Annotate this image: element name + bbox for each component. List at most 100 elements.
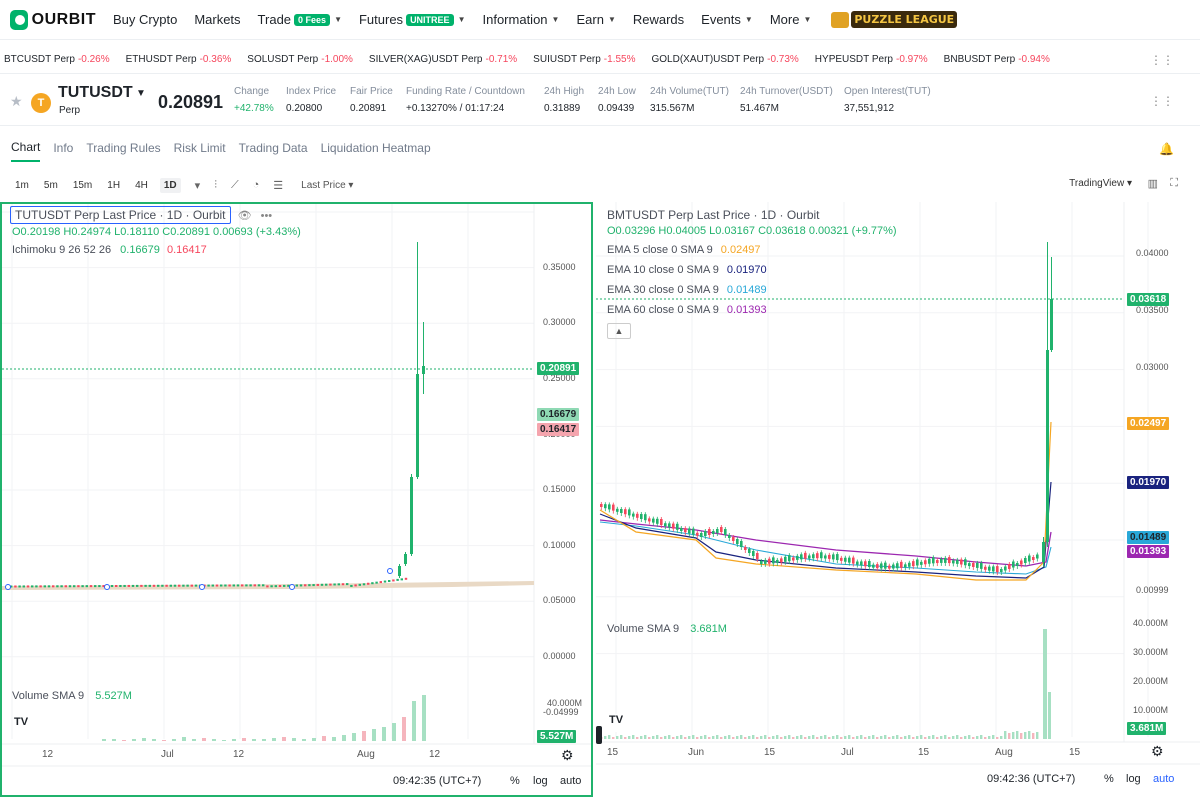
favorite-star-icon[interactable]: ★	[10, 93, 23, 109]
nav-item-markets[interactable]: Markets	[194, 12, 240, 27]
chevron-down-icon[interactable]: ▾	[194, 179, 201, 192]
volume-bar	[788, 735, 791, 739]
indicator-icon[interactable]: ⟋	[230, 178, 239, 191]
more-icon[interactable]: ⋮⋮	[1150, 53, 1174, 67]
ticker-item[interactable]: BNBUSDT Perp -0.94%	[944, 54, 1050, 65]
list-icon[interactable]: ☰	[273, 179, 284, 192]
settings-gear-icon[interactable]: ⚙	[1151, 743, 1164, 759]
logo[interactable]: OURBIT	[10, 9, 96, 30]
tab-risk-limit[interactable]: Risk Limit	[173, 141, 226, 155]
left-chart-title[interactable]: TUTUSDT Perp Last Price · 1D · Ourbit	[10, 206, 231, 224]
volume-bar	[352, 733, 356, 741]
left-log-toggle[interactable]: log	[533, 775, 548, 787]
interval-15m[interactable]: 15m	[72, 179, 93, 191]
candle	[624, 509, 627, 515]
chart-panel-right[interactable]: BMTUSDT Perp Last Price · 1D · Ourbit O0…	[596, 202, 1200, 797]
tab-info[interactable]: Info	[53, 141, 74, 155]
left-volume-legend[interactable]: Volume SMA 9 5.527M	[12, 690, 132, 702]
left-percent-toggle[interactable]: %	[510, 775, 520, 787]
candle	[620, 509, 623, 513]
volume-bar	[720, 737, 723, 739]
nav-item-more[interactable]: More ▼	[770, 12, 812, 27]
ema-legend-item[interactable]: EMA 60 close 0 SMA 9 0.01393	[607, 304, 767, 316]
ema-legend-item[interactable]: EMA 10 close 0 SMA 9 0.01970	[607, 264, 767, 276]
price-tick: 0.00000	[543, 651, 576, 661]
left-auto-toggle[interactable]: auto	[560, 775, 582, 787]
right-clock[interactable]: 09:42:36 (UTC+7)	[987, 773, 1076, 785]
ticker-item[interactable]: SILVER(XAG)USDT Perp -0.71%	[369, 54, 517, 65]
stat-2: Fair Price 0.20891	[350, 86, 393, 114]
collapse-legend-icon[interactable]: ▲	[607, 323, 631, 339]
volume-bar	[760, 736, 763, 739]
ticker-item[interactable]: GOLD(XAUT)USDT Perp -0.73%	[651, 54, 798, 65]
right-chart-svg[interactable]	[596, 202, 1200, 797]
volume-bar	[996, 737, 999, 739]
left-clock[interactable]: 09:42:35 (UTC+7)	[393, 775, 482, 787]
right-auto-toggle[interactable]: auto	[1153, 773, 1175, 785]
right-volume-legend[interactable]: Volume SMA 9 3.681M	[607, 623, 727, 635]
interval-4H[interactable]: 4H	[135, 179, 148, 191]
left-indicator[interactable]: Ichimoku 9 26 52 26 0.16679 0.16417	[12, 244, 207, 256]
collapse-arrow-icon[interactable]	[596, 726, 602, 744]
menu-icon[interactable]: ⋮⋮	[1150, 94, 1174, 108]
tradingview-logo-icon[interactable]: TV	[14, 716, 38, 734]
layout-icon[interactable]: ▥	[1147, 178, 1158, 190]
symbol-name[interactable]: TUTUSDT	[58, 84, 133, 101]
nav-label: Trade	[257, 12, 292, 27]
puzzle-league-promo[interactable]: PUZZLE LEAGUE	[831, 11, 958, 28]
candle	[828, 554, 831, 559]
right-chart-title[interactable]: BMTUSDT Perp Last Price · 1D · Ourbit	[607, 208, 820, 222]
candle	[404, 577, 408, 580]
ticker-item[interactable]: ETHUSDT Perp -0.36%	[126, 54, 232, 65]
tab-chart[interactable]: Chart	[11, 140, 41, 162]
more-dots-icon[interactable]: •••	[260, 210, 273, 222]
settings-gear-icon[interactable]: ⚙	[561, 747, 574, 763]
interval-5m[interactable]: 5m	[43, 179, 58, 191]
candle	[784, 556, 787, 562]
ticker-item[interactable]: HYPEUSDT Perp -0.97%	[815, 54, 928, 65]
volume-bar	[232, 739, 236, 741]
nav-item-earn[interactable]: Earn ▼	[576, 12, 615, 27]
candle	[422, 366, 425, 374]
nav-item-rewards[interactable]: Rewards	[633, 12, 684, 27]
fullscreen-icon[interactable]: ⛶	[1170, 177, 1178, 189]
logo-icon	[10, 9, 28, 30]
interval-1m[interactable]: 1m	[15, 179, 29, 191]
right-log-toggle[interactable]: log	[1126, 773, 1141, 785]
template-icon[interactable]: ◔	[252, 179, 260, 191]
tradingview-logo-icon[interactable]: TV	[609, 714, 633, 732]
volume-bar	[1032, 733, 1035, 739]
stat-6: 24h Volume(TUT) 315.567M	[650, 86, 729, 114]
right-percent-toggle[interactable]: %	[1104, 773, 1114, 785]
nav-item-trade[interactable]: Trade 0 Fees ▼	[258, 12, 342, 27]
marker-circle	[104, 584, 110, 590]
ticker-item[interactable]: SUIUSDT Perp -1.55%	[533, 54, 635, 65]
volume-bar	[1012, 732, 1015, 739]
tab-trading-data[interactable]: Trading Data	[238, 141, 308, 155]
price-type-select[interactable]: Last Price ▾	[301, 179, 354, 191]
nav-item-buy-crypto[interactable]: Buy Crypto	[113, 12, 177, 27]
ticker-item[interactable]: BTCUSDT Perp -0.26%	[4, 54, 110, 65]
nav-item-events[interactable]: Events ▼	[701, 12, 753, 27]
left-chart-legend-title[interactable]: TUTUSDT Perp Last Price · 1D · Ourbit 👁 …	[10, 206, 273, 224]
interval-1D[interactable]: 1D	[159, 177, 181, 193]
candle	[47, 585, 51, 588]
tab-trading-rules[interactable]: Trading Rules	[86, 141, 161, 155]
ema-legend-item[interactable]: EMA 30 close 0 SMA 9 0.01489	[607, 284, 767, 296]
caret-down-icon[interactable]: ▼	[136, 88, 146, 99]
candle	[1008, 564, 1011, 569]
volume-bar	[916, 736, 919, 739]
nav-item-futures[interactable]: Futures UNITREE ▼	[359, 12, 466, 27]
view-select[interactable]: TradingView ▾	[1069, 178, 1132, 189]
ema-legend-item[interactable]: EMA 5 close 0 SMA 9 0.02497	[607, 244, 761, 256]
bell-icon[interactable]: 🔔	[1159, 142, 1174, 156]
ticker-item[interactable]: SOLUSDT Perp -1.00%	[247, 54, 353, 65]
eye-icon[interactable]: 👁	[237, 210, 252, 222]
chart-panel-left[interactable]: TUTUSDT Perp Last Price · 1D · Ourbit 👁 …	[0, 202, 593, 797]
nav-item-information[interactable]: Information ▼	[483, 12, 560, 27]
left-chart-svg[interactable]	[2, 204, 591, 795]
candle-type-icon[interactable]: ⫶	[214, 178, 217, 191]
tab-liquidation-heatmap[interactable]: Liquidation Heatmap	[320, 141, 431, 155]
stat-label: Open Interest(TUT)	[844, 86, 931, 97]
interval-1H[interactable]: 1H	[107, 179, 121, 191]
